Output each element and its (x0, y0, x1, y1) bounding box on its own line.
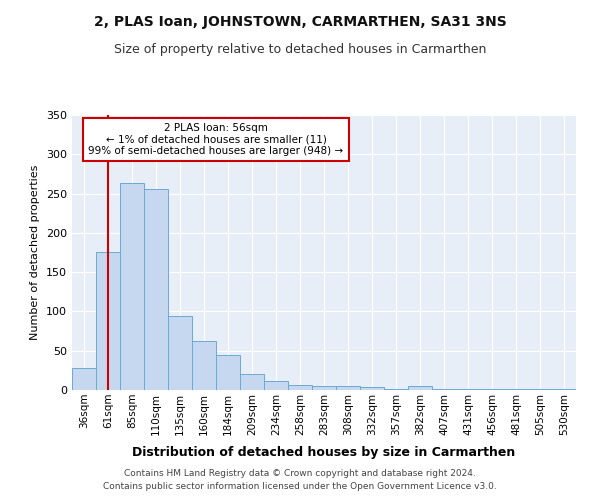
Bar (360, 387, 384, 390)
Bar (504, 389, 528, 390)
Bar (432, 389, 456, 390)
Text: Contains HM Land Registry data © Crown copyright and database right 2024.: Contains HM Land Registry data © Crown c… (124, 468, 476, 477)
Bar (336, 386, 360, 390)
Bar (288, 384, 312, 390)
Text: 2 PLAS Ioan: 56sqm
← 1% of detached houses are smaller (11)
99% of semi-detached: 2 PLAS Ioan: 56sqm ← 1% of detached hous… (88, 123, 344, 156)
Bar (264, 382, 288, 390)
Bar (120, 184, 144, 390)
Bar (552, 389, 576, 390)
Bar (312, 386, 336, 390)
Text: Size of property relative to detached houses in Carmarthen: Size of property relative to detached ho… (114, 42, 486, 56)
Bar (144, 189, 168, 390)
Bar (384, 389, 408, 390)
Bar (408, 386, 432, 390)
Bar (96, 252, 120, 390)
Bar (240, 374, 264, 390)
Text: 2, PLAS Ioan, JOHNSTOWN, CARMARTHEN, SA31 3NS: 2, PLAS Ioan, JOHNSTOWN, CARMARTHEN, SA3… (94, 15, 506, 29)
Text: Contains public sector information licensed under the Open Government Licence v3: Contains public sector information licen… (103, 482, 497, 491)
Bar (216, 354, 240, 390)
X-axis label: Distribution of detached houses by size in Carmarthen: Distribution of detached houses by size … (133, 446, 515, 459)
Bar (528, 389, 552, 390)
Y-axis label: Number of detached properties: Number of detached properties (31, 165, 40, 340)
Bar (168, 316, 192, 390)
Bar (480, 389, 504, 390)
Bar (72, 368, 96, 390)
Bar (456, 389, 480, 390)
Bar (192, 342, 216, 390)
